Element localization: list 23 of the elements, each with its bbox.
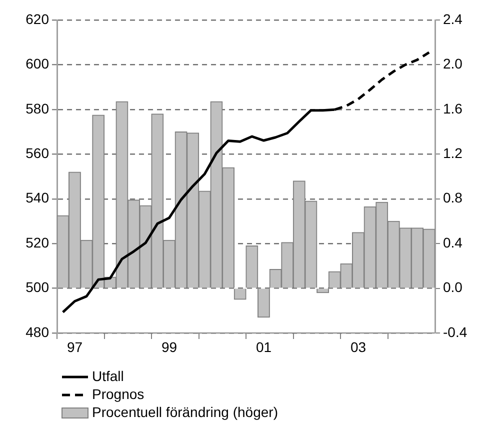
legend-label: Prognos <box>92 386 144 402</box>
y-tick-label: 580 <box>26 100 50 116</box>
legend-label: Utfall <box>92 368 124 384</box>
y2-tick-label: 1.2 <box>443 145 463 161</box>
x-tick-label: 01 <box>256 338 272 355</box>
y2-tick-label: 2.4 <box>443 10 463 27</box>
y-tick-label: 620 <box>26 10 50 27</box>
y-tick-label: 540 <box>26 190 50 206</box>
x-tick-label: 97 <box>66 338 83 355</box>
y-tick-label: 600 <box>26 56 50 72</box>
y-tick-label: 500 <box>26 279 50 296</box>
y2-tick-label: 2.0 <box>443 56 463 72</box>
y-tick-label: 560 <box>26 145 50 161</box>
y2-tick-label: -0.4 <box>443 324 468 340</box>
legend-label: Procentuell förändring (höger) <box>92 404 278 420</box>
x-tick-label: 03 <box>350 338 366 355</box>
y2-tick-label: 0.0 <box>443 279 463 296</box>
x-tick-label: 99 <box>161 338 178 355</box>
y2-tick-label: 0.8 <box>443 190 463 206</box>
y-tick-label: 520 <box>26 234 50 250</box>
y2-tick-label: 1.6 <box>443 100 463 116</box>
y-tick-label: 480 <box>26 324 50 340</box>
y2-tick-label: 0.4 <box>443 234 463 250</box>
